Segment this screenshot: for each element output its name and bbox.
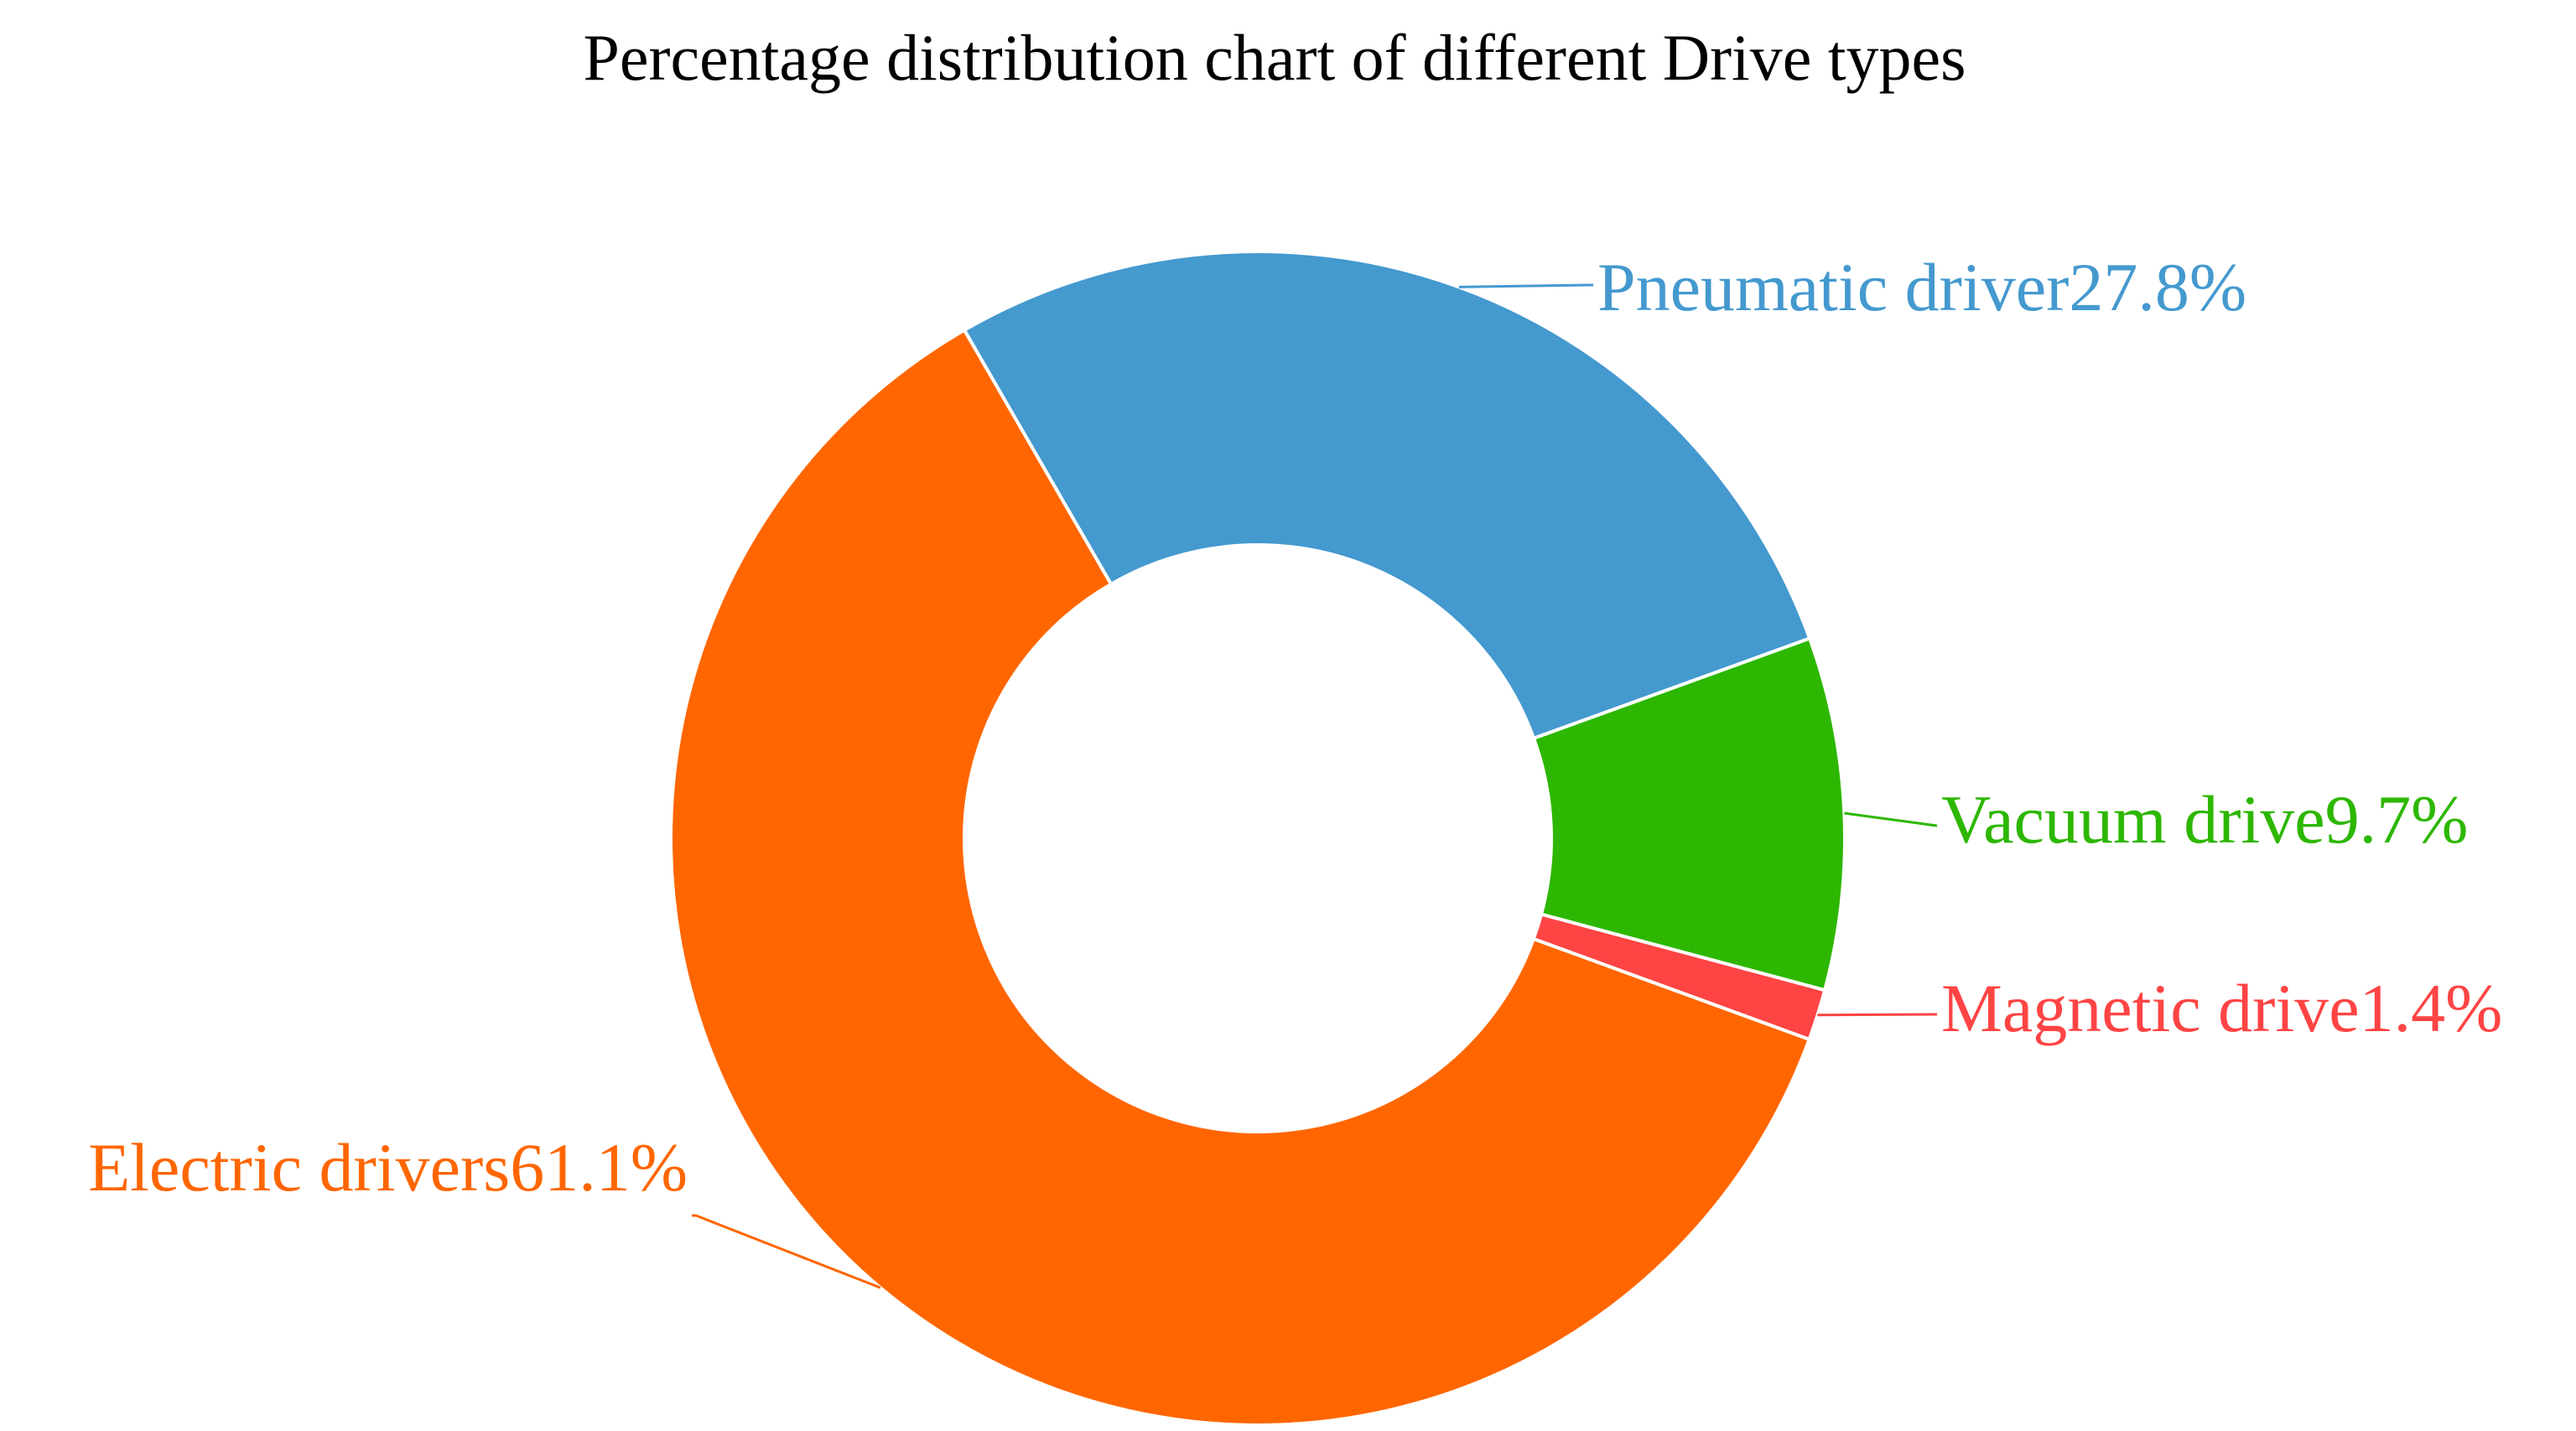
leader-line-magnetic-drive bbox=[1817, 1013, 1938, 1017]
data-label-vacuum-drive: Vacuum drive9.7% bbox=[1941, 781, 2469, 858]
leader-lines-group bbox=[692, 283, 1938, 1289]
leader-line-electric-drivers bbox=[692, 1214, 881, 1289]
data-label-electric-drivers: Electric drivers61.1% bbox=[88, 1129, 688, 1205]
data-label-pneumatic-driver: Pneumatic driver27.8% bbox=[1597, 249, 2246, 325]
labels-group: Pneumatic driver27.8% Vacuum drive9.7% Mag… bbox=[88, 249, 2502, 1205]
slice-pneumatic-driver bbox=[962, 250, 1812, 741]
slice-electric-drivers bbox=[669, 328, 1812, 1427]
chart-title: Percentage distribution chart of differe… bbox=[583, 21, 1966, 94]
leader-line-vacuum-drive bbox=[1844, 811, 1938, 827]
slices-group bbox=[669, 250, 1846, 1427]
data-label-magnetic-drive: Magnetic drive1.4% bbox=[1941, 970, 2502, 1046]
leader-line-pneumatic-driver bbox=[1458, 283, 1593, 288]
slice-vacuum-drive bbox=[1531, 635, 1846, 993]
